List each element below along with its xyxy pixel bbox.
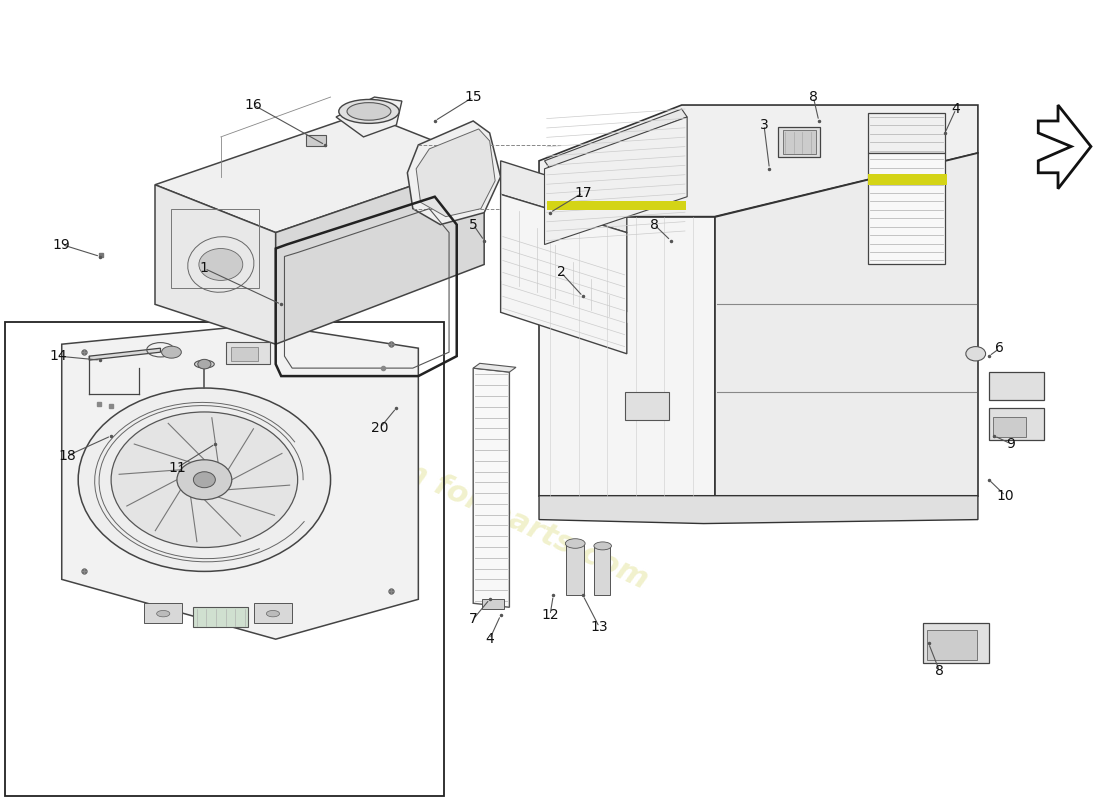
Text: 17: 17 [574,186,592,200]
Polygon shape [62,324,418,639]
Bar [993,417,1026,437]
Bar [923,623,989,663]
Polygon shape [155,185,276,344]
Polygon shape [500,194,627,354]
Ellipse shape [594,542,612,550]
Text: 3: 3 [760,118,768,132]
Polygon shape [336,97,402,137]
Text: 8: 8 [650,218,659,232]
Text: 10: 10 [997,489,1014,502]
Polygon shape [89,348,161,360]
Bar [194,607,249,627]
Text: 8: 8 [808,90,817,104]
Polygon shape [407,121,500,225]
Bar [778,126,820,157]
Bar [227,342,271,364]
Polygon shape [544,117,688,245]
Bar [594,546,610,595]
Circle shape [111,412,298,547]
Ellipse shape [195,360,214,368]
Polygon shape [715,153,978,496]
Bar [307,134,327,146]
Text: 5: 5 [469,218,477,232]
Text: 2: 2 [557,266,565,279]
Polygon shape [276,161,484,344]
Bar [782,130,815,154]
Text: 12: 12 [541,608,559,622]
Polygon shape [500,161,627,233]
Text: 6: 6 [996,341,1004,355]
Text: 8: 8 [935,664,944,678]
Text: parts55: parts55 [625,257,957,464]
Polygon shape [868,113,945,153]
Text: 14: 14 [50,349,67,363]
Ellipse shape [339,99,399,123]
Circle shape [198,359,211,369]
Text: 1: 1 [200,262,209,275]
Text: 19: 19 [53,238,70,251]
Polygon shape [473,368,509,607]
Text: 13: 13 [591,620,608,634]
Ellipse shape [266,610,279,617]
Bar [566,543,584,595]
Bar [254,603,293,623]
Text: 18: 18 [58,449,76,463]
Polygon shape [416,129,495,217]
Polygon shape [539,496,978,523]
Text: 7: 7 [469,612,477,626]
Text: 15: 15 [464,90,482,104]
Bar [4,322,443,796]
Bar [989,408,1044,440]
Text: 4: 4 [485,632,494,646]
Bar [547,201,686,210]
Circle shape [966,346,986,361]
Polygon shape [544,109,688,169]
Ellipse shape [162,346,182,358]
Ellipse shape [565,538,585,548]
Bar [625,392,669,420]
Polygon shape [868,153,945,265]
Polygon shape [155,113,484,233]
Text: 4: 4 [952,102,960,116]
Text: 16: 16 [245,98,263,112]
Circle shape [194,472,216,488]
Ellipse shape [346,102,390,120]
Bar [989,372,1044,400]
Text: 20: 20 [371,421,388,435]
Bar [172,209,260,288]
Polygon shape [539,105,978,217]
Polygon shape [539,217,715,496]
Circle shape [199,249,243,281]
Ellipse shape [156,610,169,617]
Bar [144,603,183,623]
Text: a passion for parts.com: a passion for parts.com [272,397,652,594]
Polygon shape [473,363,516,372]
Bar [482,599,504,609]
Text: 9: 9 [1006,437,1015,451]
Circle shape [177,460,232,500]
Bar [231,346,258,361]
Bar [927,630,977,660]
Text: 11: 11 [168,461,186,474]
Bar [868,174,947,185]
Circle shape [78,388,331,571]
